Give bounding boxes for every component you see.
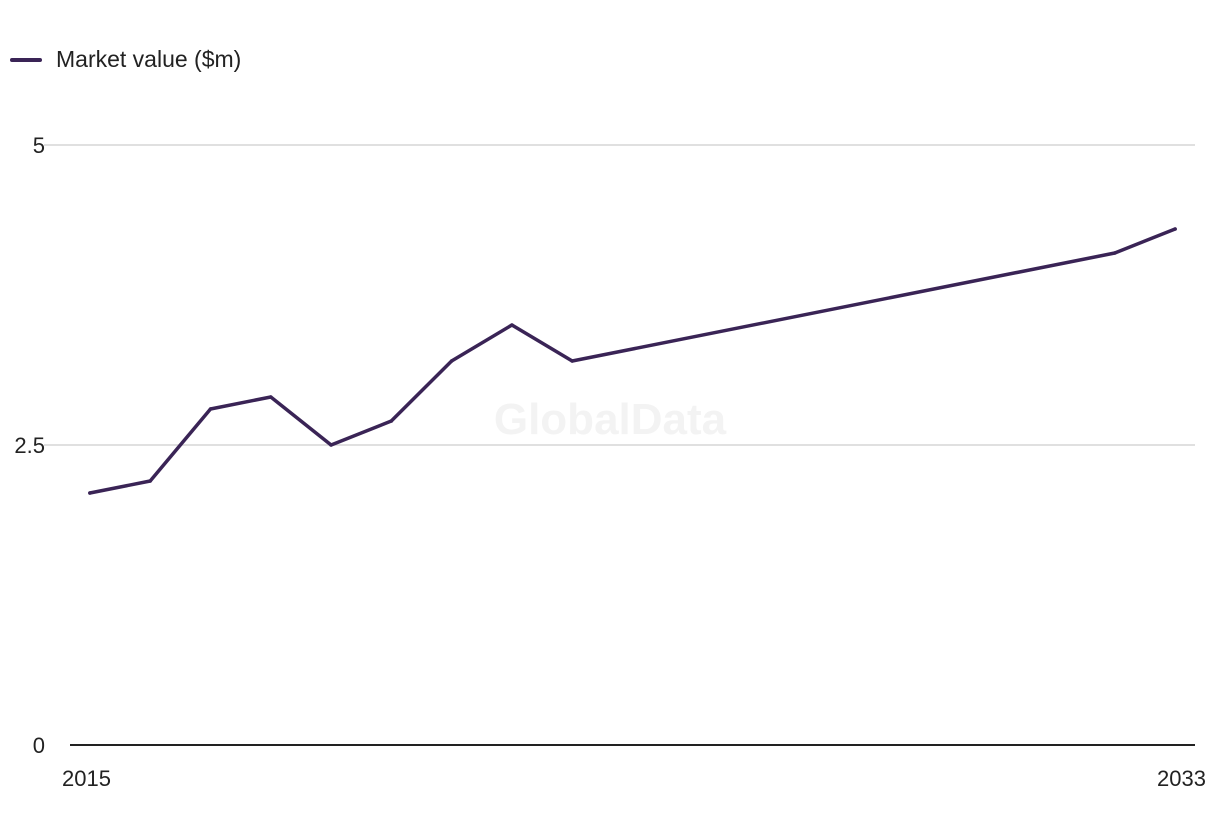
data-point <box>570 359 574 363</box>
legend-swatch-market-value <box>10 57 42 62</box>
data-point <box>148 479 152 483</box>
data-point <box>88 491 92 495</box>
gridlines <box>44 144 1195 446</box>
y-tick-label: 5 <box>33 133 45 158</box>
data-point <box>329 443 333 447</box>
data-point <box>449 359 454 363</box>
x-axis-labels: 2015 2033 <box>62 766 1206 791</box>
x-tick-label: 2033 <box>1157 766 1206 791</box>
data-point <box>389 419 394 423</box>
y-tick-label: 0 <box>33 733 45 758</box>
data-point <box>269 395 273 399</box>
data-point <box>510 323 514 327</box>
data-point <box>1113 251 1117 255</box>
data-point <box>208 407 213 411</box>
legend-label-market-value: Market value ($m) <box>56 46 242 72</box>
data-point <box>1173 227 1177 231</box>
legend: Market value ($m) <box>10 46 241 73</box>
series-layer <box>88 227 1177 495</box>
y-axis-labels: 02.55 <box>14 133 45 758</box>
watermark: GlobalData <box>494 395 727 444</box>
y-tick-label: 2.5 <box>14 433 45 458</box>
x-tick-label: 2015 <box>62 766 111 791</box>
series-line-market-value <box>88 227 1177 495</box>
